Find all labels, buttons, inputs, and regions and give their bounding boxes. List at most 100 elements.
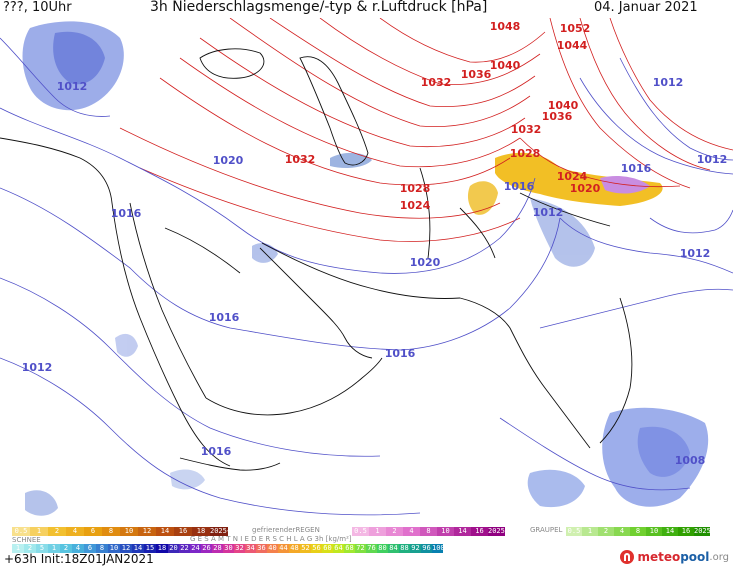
meteopool-logo[interactable]: meteo pool .org	[620, 550, 729, 564]
precip-rain-yemen	[170, 469, 205, 490]
isobar-label-1020-c: 1020	[410, 256, 441, 269]
isobar-line-high-11	[579, 18, 711, 171]
isobar-line-high-1	[159, 77, 511, 186]
legend-freezing-rain-label: gefrierenderREGEN	[252, 526, 320, 534]
map-title: 3h Niederschlagsmenge/-typ & r.Luftdruck…	[150, 0, 488, 15]
legend-total-precip-label: G E S A M T N I E D E R S C H L A G 3h […	[190, 535, 352, 543]
isobar-label-1028-e: 1028	[510, 147, 541, 160]
isobar-label-1024-c: 1024	[400, 199, 431, 212]
legend-mix-cell: 10	[120, 527, 138, 536]
legend-mix-cell: 0.5	[12, 527, 30, 536]
isobar-line-low-11	[499, 417, 691, 491]
brand-org: .org	[709, 551, 729, 563]
isobar-line-high-5	[269, 18, 536, 108]
legend-regen-cell: 8	[420, 527, 437, 536]
legend-snow-cell: 1	[48, 544, 60, 553]
header: ???, 10Uhr 3h Niederschlagsmenge/-typ & …	[0, 0, 733, 18]
legend-mix-cell: 18	[192, 527, 210, 536]
coastlines-and-borders	[0, 48, 633, 471]
legend-mix-cell: 12	[138, 527, 156, 536]
isobar-line-high-6	[319, 18, 541, 86]
isobar-line-low-8	[539, 288, 733, 329]
forecast-date: 04. Januar 2021	[594, 0, 698, 15]
isobar-label-1040-n: 1040	[490, 59, 521, 72]
legend-total-cell: 20	[168, 544, 179, 553]
brand-pool: pool	[680, 550, 710, 564]
legend-total-cell: 28	[212, 544, 223, 553]
isobar-label-1016-ne: 1016	[621, 162, 652, 175]
legend-graupel-cell: 2025+	[694, 527, 710, 536]
isobar-label-1052: 1052	[560, 22, 591, 35]
coast-red-sea-east	[129, 202, 207, 399]
isobar-label-1020-w: 1020	[213, 154, 244, 167]
isobar-label-1016-s: 1016	[201, 445, 232, 458]
isobar-line-low-10	[579, 77, 733, 175]
isobar-label-1012-sw: 1012	[22, 361, 53, 374]
legend-total-cell: 52	[300, 544, 311, 553]
coast-horn-africa	[179, 457, 281, 471]
isobar-label-1044: 1044	[557, 39, 588, 52]
precip-rain-india-south-core	[637, 426, 690, 477]
isobar-label-1040-e: 1040	[548, 99, 579, 112]
forecast-info: +63h Init:18Z01JAN2021	[4, 552, 154, 566]
legend-total-cell: 26	[201, 544, 212, 553]
legend-graupel-cell: 8	[630, 527, 646, 536]
legend-total-precip-scale: 20 22 24 26 28 30 32 34 36 40 44 48 52 56 60 64 68 72 76 80…	[168, 544, 443, 553]
border-afghanistan-pakistan	[459, 207, 496, 259]
isobar-line-low-12	[649, 209, 733, 234]
isobar-line-low-6	[399, 217, 561, 351]
isobar-line-low-3	[0, 277, 381, 457]
legend-graupel-cell: 16	[678, 527, 694, 536]
isobar-label-1032-e: 1032	[511, 123, 542, 136]
isobar-label-1008: 1008	[675, 454, 706, 467]
legend-total-cell: 40	[267, 544, 278, 553]
legend-regen-cell: 4	[403, 527, 420, 536]
init-time: Init:18Z01JAN2021	[40, 552, 154, 566]
legend-total-cell: 22	[179, 544, 190, 553]
legend-mix-cell: 2025+	[210, 527, 228, 536]
legend-regen-cell: 0.5	[352, 527, 369, 536]
legend-mix-cell: 6	[84, 527, 102, 536]
legend-total-cell: 30	[223, 544, 234, 553]
legend-regen-cell: 2025+	[488, 527, 505, 536]
meteopool-icon	[620, 550, 635, 564]
coast-mediterranean	[0, 137, 113, 204]
legend-total-cell: 72	[355, 544, 366, 553]
precip-snow-northwest-core	[53, 31, 105, 85]
legend-graupel-label: GRAUPEL	[530, 526, 563, 534]
isobar-line-high-13	[519, 137, 681, 188]
isobar-line-low-13	[0, 37, 111, 117]
legend-snow-cell: 8	[96, 544, 108, 553]
legend-total-cell: 60	[322, 544, 333, 553]
precip-mixed-west	[467, 181, 498, 215]
legend-total-cell: 80	[377, 544, 388, 553]
high-pressure-isobars	[119, 18, 733, 242]
map-svg: 1048 105210441040103610321040103610321028…	[0, 18, 733, 516]
isobar-label-1048: 1048	[490, 20, 521, 33]
isobar-line-low-5	[379, 177, 536, 274]
isobar-line-low-2	[0, 187, 401, 351]
caspian-sea	[299, 56, 369, 166]
legend-mix-cell: 4	[66, 527, 84, 536]
legend-total-cell: 92	[410, 544, 421, 553]
precip-rain-sumatra	[527, 469, 585, 508]
low-pressure-isobars	[0, 37, 733, 516]
legend-snow-cell: 4	[72, 544, 84, 553]
legend-total-cell: 56	[311, 544, 322, 553]
coast-red-sea-west	[111, 202, 231, 467]
legend-graupel-cell: 1	[582, 527, 598, 536]
isobar-label-1032-n: 1032	[421, 76, 452, 89]
isobar-line-low-4	[0, 357, 421, 516]
precip-snow-caspian	[330, 152, 372, 168]
legend-total-cell: 88	[399, 544, 410, 553]
isobar-line-high-4	[229, 18, 531, 128]
border-china-india	[519, 192, 611, 227]
isobar-label-1016-ar: 1016	[209, 311, 240, 324]
legend-mix-cell: 8	[102, 527, 120, 536]
isobar-label-1024-e: 1024	[557, 170, 588, 183]
isobar-label-1036-n: 1036	[461, 68, 492, 81]
legend-snow-cell: 6	[84, 544, 96, 553]
